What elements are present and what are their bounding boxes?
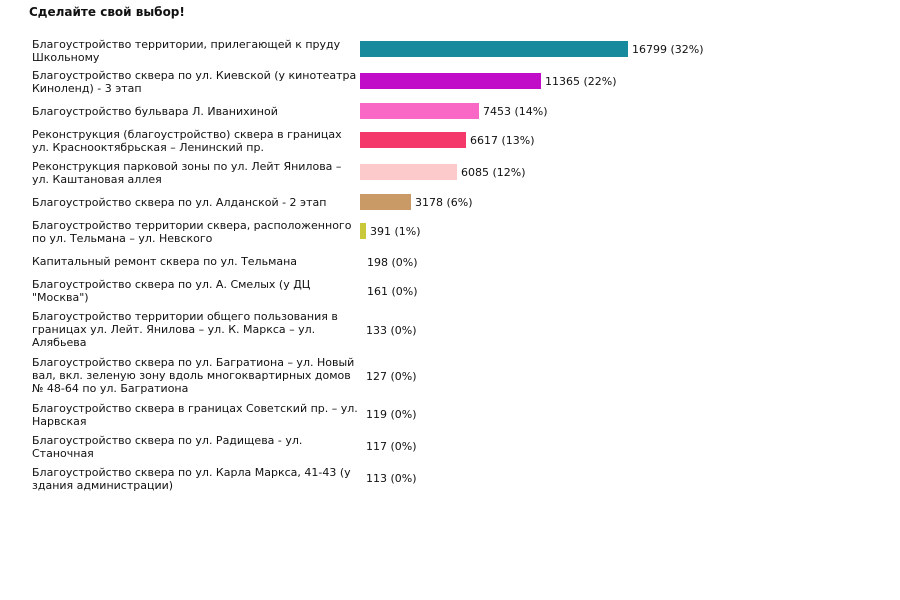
vote-percent: 14%: [518, 105, 544, 118]
vote-count: 133: [366, 324, 387, 337]
vote-count: 161: [367, 285, 388, 298]
vote-percent: 0%: [394, 370, 413, 383]
vote-count: 119: [366, 408, 387, 421]
vote-count: 16799: [632, 43, 667, 56]
poll-bar: [360, 194, 411, 210]
poll-value-label: 3178 (6%): [415, 196, 473, 209]
vote-percent: 0%: [394, 324, 413, 337]
poll-value-label: 7453 (14%): [483, 105, 548, 118]
poll-bar: [360, 283, 363, 299]
poll-option-label[interactable]: Благоустройство сквера по ул. Алданской …: [32, 196, 327, 209]
poll-title: Сделайте свой выбор!: [29, 5, 185, 19]
vote-count: 3178: [415, 196, 443, 209]
vote-percent: 0%: [395, 256, 414, 269]
poll-bar: [360, 406, 362, 422]
poll-bar: [360, 132, 466, 148]
poll-bar: [360, 41, 628, 57]
vote-count: 11365: [545, 75, 580, 88]
vote-percent: 12%: [496, 166, 522, 179]
vote-count: 127: [366, 370, 387, 383]
poll-option-label[interactable]: Благоустройство бульвара Л. Иванихиной: [32, 105, 278, 118]
vote-count: 6617: [470, 134, 498, 147]
poll-bar: [360, 223, 366, 239]
vote-percent: 13%: [505, 134, 531, 147]
poll-bar: [360, 322, 362, 338]
vote-count: 117: [366, 440, 387, 453]
poll-bar: [360, 470, 362, 486]
poll-value-label: 161 (0%): [367, 285, 418, 298]
vote-count: 7453: [483, 105, 511, 118]
poll-value-label: 198 (0%): [367, 256, 418, 269]
poll-value-label: 11365 (22%): [545, 75, 617, 88]
vote-percent: 32%: [674, 43, 700, 56]
vote-percent: 1%: [398, 225, 417, 238]
poll-option-label[interactable]: Благоустройство сквера по ул. Багратиона…: [32, 356, 355, 395]
poll-value-label: 113 (0%): [366, 472, 417, 485]
poll-option-label[interactable]: Благоустройство сквера по ул. Киевской (…: [32, 69, 357, 95]
poll-value-label: 119 (0%): [366, 408, 417, 421]
poll-option-label[interactable]: Благоустройство сквера по ул. Карла Марк…: [32, 466, 351, 492]
poll-bar: [360, 103, 479, 119]
poll-option-label[interactable]: Благоустройство сквера в границах Советс…: [32, 402, 358, 428]
vote-count: 113: [366, 472, 387, 485]
poll-value-label: 133 (0%): [366, 324, 417, 337]
poll-value-label: 6085 (12%): [461, 166, 526, 179]
vote-count: 391: [370, 225, 391, 238]
poll-bar: [360, 368, 362, 384]
poll-value-label: 16799 (32%): [632, 43, 704, 56]
poll-option-label[interactable]: Благоустройство территории, прилегающей …: [32, 38, 341, 64]
vote-percent: 0%: [394, 472, 413, 485]
vote-percent: 0%: [395, 285, 414, 298]
poll-option-label[interactable]: Благоустройство сквера по ул. Радищева -…: [32, 434, 303, 460]
poll-value-label: 117 (0%): [366, 440, 417, 453]
poll-value-label: 391 (1%): [370, 225, 421, 238]
poll-option-label[interactable]: Реконструкция (благоустройство) сквера в…: [32, 128, 342, 154]
vote-percent: 0%: [394, 408, 413, 421]
poll-option-label[interactable]: Благоустройство территории сквера, распо…: [32, 219, 352, 245]
poll-option-label[interactable]: Благоустройство территории общего пользо…: [32, 310, 338, 349]
poll-option-label[interactable]: Благоустройство сквера по ул. А. Смелых …: [32, 278, 311, 304]
vote-count: 198: [367, 256, 388, 269]
vote-percent: 0%: [394, 440, 413, 453]
poll-option-label[interactable]: Реконструкция парковой зоны по ул. Лейт …: [32, 160, 342, 186]
vote-percent: 22%: [587, 75, 613, 88]
poll-value-label: 127 (0%): [366, 370, 417, 383]
vote-percent: 6%: [450, 196, 469, 209]
poll-value-label: 6617 (13%): [470, 134, 535, 147]
poll-option-label[interactable]: Капитальный ремонт сквера по ул. Тельман…: [32, 255, 298, 268]
poll-bar: [360, 73, 541, 89]
poll-bar: [360, 254, 363, 270]
poll-bar: [360, 438, 362, 454]
poll-bar: [360, 164, 457, 180]
vote-count: 6085: [461, 166, 489, 179]
